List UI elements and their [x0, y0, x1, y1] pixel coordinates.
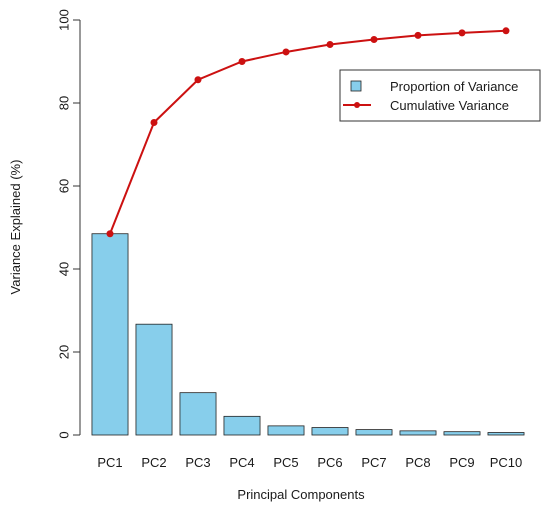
- x-tick-label-pc1: PC1: [97, 455, 122, 470]
- x-tick-label-pc2: PC2: [141, 455, 166, 470]
- y-tick-label-60: 60: [57, 179, 72, 193]
- bar-pc5: [267, 425, 305, 436]
- bar-pc7: [355, 429, 393, 436]
- x-tick-label-pc10: PC10: [490, 455, 523, 470]
- x-axis-title: Principal Components: [237, 487, 365, 502]
- cumulative-point-pc2: [150, 119, 158, 127]
- x-tick-label-pc6: PC6: [317, 455, 342, 470]
- cumulative-line-layer: [106, 27, 510, 238]
- cumulative-point-pc9: [458, 29, 466, 37]
- cumulative-variance-line: [109, 29, 507, 235]
- legend-bar-swatch: [350, 80, 362, 92]
- legend-bar-label: Proportion of Variance: [390, 79, 518, 94]
- y-axis-title: Variance Explained (%): [8, 160, 23, 295]
- bar-pc1: [91, 233, 129, 436]
- bars-layer: [91, 233, 525, 436]
- bar-pc6: [311, 427, 349, 436]
- x-tick-label-pc7: PC7: [361, 455, 386, 470]
- x-tick-label-pc3: PC3: [185, 455, 210, 470]
- legend-line-label: Cumulative Variance: [390, 98, 509, 113]
- x-tick-label-pc5: PC5: [273, 455, 298, 470]
- y-tick-label-80: 80: [57, 96, 72, 110]
- cumulative-point-pc5: [282, 48, 290, 56]
- cumulative-point-pc7: [370, 36, 378, 44]
- cumulative-point-pc4: [238, 58, 246, 65]
- bar-pc10: [487, 432, 525, 436]
- x-tick-label-pc4: PC4: [229, 455, 254, 470]
- bar-pc9: [443, 431, 481, 436]
- x-tick-label-pc9: PC9: [449, 455, 474, 470]
- cumulative-point-pc3: [194, 76, 202, 84]
- y-tick-label-40: 40: [57, 262, 72, 276]
- cumulative-point-pc10: [502, 27, 510, 35]
- y-tick-label-20: 20: [57, 345, 72, 359]
- bar-pc8: [399, 430, 437, 436]
- y-axis: 0 20 40 60 80 100: [57, 9, 81, 439]
- legend-box: [339, 69, 541, 122]
- bar-pc2: [135, 323, 173, 436]
- cumulative-point-pc1: [106, 230, 114, 238]
- y-tick-label-100: 100: [57, 9, 72, 31]
- legend-point-swatch: [354, 102, 360, 108]
- bar-pc4: [223, 415, 261, 436]
- bar-pc3: [179, 392, 217, 436]
- cumulative-point-pc8: [414, 31, 422, 39]
- legend: Proportion of Variance Cumulative Varian…: [339, 69, 541, 122]
- x-tick-label-pc8: PC8: [405, 455, 430, 470]
- x-axis-labels: PC1 PC2 PC3 PC4 PC5 PC6 PC7 PC8 PC9 PC10: [97, 455, 522, 470]
- y-tick-label-0: 0: [57, 431, 72, 438]
- cumulative-point-pc6: [326, 40, 334, 48]
